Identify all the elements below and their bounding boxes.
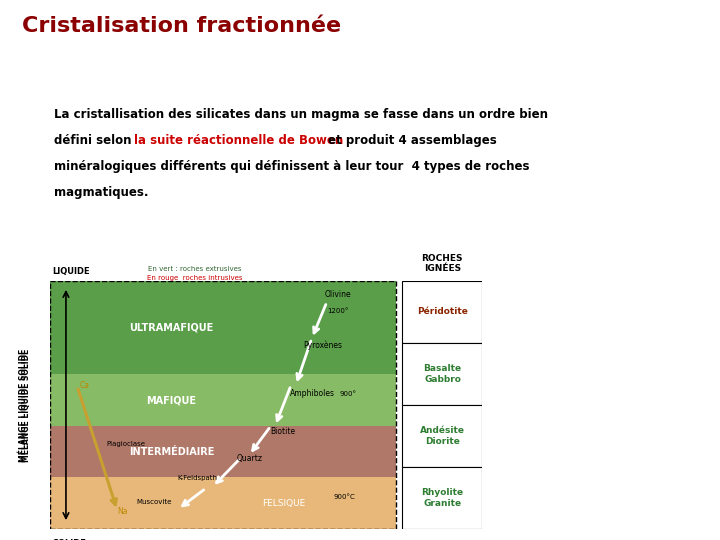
Bar <box>402 405 482 467</box>
Text: Basalte
Gabbro: Basalte Gabbro <box>423 364 462 383</box>
Text: 900°C: 900°C <box>333 494 355 500</box>
Text: En rouge  roches intrusives: En rouge roches intrusives <box>148 275 243 281</box>
Bar <box>50 374 396 426</box>
Bar <box>50 477 396 529</box>
Text: Rhyolite
Granite: Rhyolite Granite <box>421 489 464 508</box>
Bar <box>402 281 482 343</box>
Text: K-Feldspath: K-Feldspath <box>178 475 218 481</box>
Text: Pyroxènes: Pyroxènes <box>303 341 342 350</box>
Text: MAFIQUE: MAFIQUE <box>146 395 197 405</box>
Text: magmatiques.: magmatiques. <box>54 186 148 199</box>
Text: La cristallisation des silicates dans un magma se fasse dans un ordre bien: La cristallisation des silicates dans un… <box>54 108 548 121</box>
Text: Péridotite: Péridotite <box>417 307 468 316</box>
Bar <box>50 281 396 374</box>
Bar <box>402 467 482 529</box>
Text: Biotite: Biotite <box>271 427 296 436</box>
Text: INTERMÉDIAIRE: INTERMÉDIAIRE <box>129 447 214 457</box>
Text: la suite réactionnelle de Bowen: la suite réactionnelle de Bowen <box>134 134 343 147</box>
Text: Amphiboles: Amphiboles <box>290 389 336 399</box>
Bar <box>50 281 396 529</box>
Text: Quartz: Quartz <box>236 454 262 463</box>
Text: Muscovite: Muscovite <box>137 500 172 505</box>
Text: 1200°: 1200° <box>327 308 348 314</box>
Text: MÉLANGE LIQUIDE SOLIDE: MÉLANGE LIQUIDE SOLIDE <box>22 348 32 462</box>
Bar <box>50 426 396 477</box>
Text: FELSIQUE: FELSIQUE <box>262 498 305 508</box>
Text: Na: Na <box>117 507 128 516</box>
Text: défini selon: défini selon <box>54 134 135 147</box>
Text: et produit 4 assemblages: et produit 4 assemblages <box>324 134 497 147</box>
Bar <box>402 343 482 405</box>
Text: Cristalisation fractionnée: Cristalisation fractionnée <box>22 16 341 36</box>
Text: Olivine: Olivine <box>325 290 351 299</box>
Text: ROCHES
IGNÉES: ROCHES IGNÉES <box>421 254 463 273</box>
Text: En vert : roches extrusives: En vert : roches extrusives <box>148 266 242 272</box>
Text: Plagioclase: Plagioclase <box>107 441 145 447</box>
Text: minéralogiques différents qui définissent à leur tour  4 types de roches: minéralogiques différents qui définissen… <box>54 160 529 173</box>
Text: Andésite
Diorite: Andésite Diorite <box>420 427 465 446</box>
Text: ULTRAMAFIQUE: ULTRAMAFIQUE <box>129 322 214 333</box>
Text: 900°: 900° <box>340 391 357 397</box>
Text: MÉLANGE LIQUIDE SOLIDE: MÉLANGE LIQUIDE SOLIDE <box>19 348 28 462</box>
Text: Ca: Ca <box>80 381 90 390</box>
Text: LIQUIDE: LIQUIDE <box>53 267 90 276</box>
Text: SOLIDE: SOLIDE <box>53 539 86 540</box>
